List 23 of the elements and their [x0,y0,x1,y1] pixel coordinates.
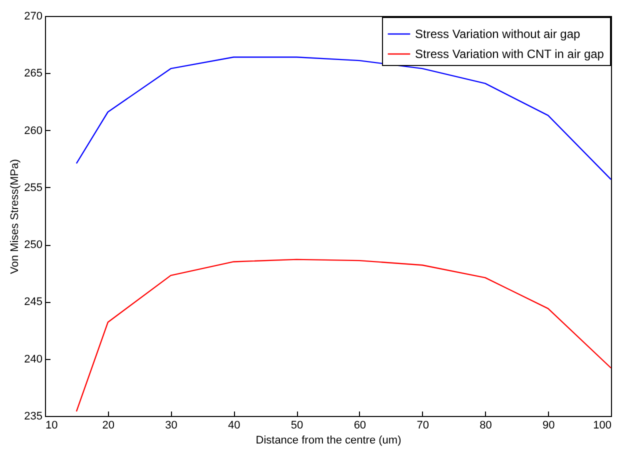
y-tick-label: 270 [24,10,42,22]
x-axis-title: Distance from the centre (um) [256,434,402,446]
x-tick-label: 50 [290,420,304,432]
y-tick-label: 245 [24,296,42,308]
x-tick-label: 60 [354,420,366,432]
y-tick-label: 235 [24,410,42,422]
x-tick-label: 40 [228,420,240,432]
y-tick-label: 240 [24,353,42,366]
x-tick-label: 90 [542,420,555,432]
y-tick-label: 255 [24,182,42,194]
y-tick-label: 265 [24,68,42,80]
x-tick-label: 20 [102,420,115,432]
y-tick-label: 260 [24,124,42,137]
y-tick-label: 250 [24,239,42,252]
legend-label: Stress Variation with CNT in air gap [415,47,604,61]
x-tick-label: 10 [46,420,58,432]
x-tick-label: 80 [480,420,492,432]
x-tick-label: 70 [416,420,429,432]
line-series [76,258,612,412]
x-tick-label: 100 [593,420,612,432]
y-axis-title: Von Mises Stress(MPa) [9,159,22,274]
legend-label: Stress Variation without air gap [415,27,581,41]
x-tick-label: 30 [165,420,178,432]
